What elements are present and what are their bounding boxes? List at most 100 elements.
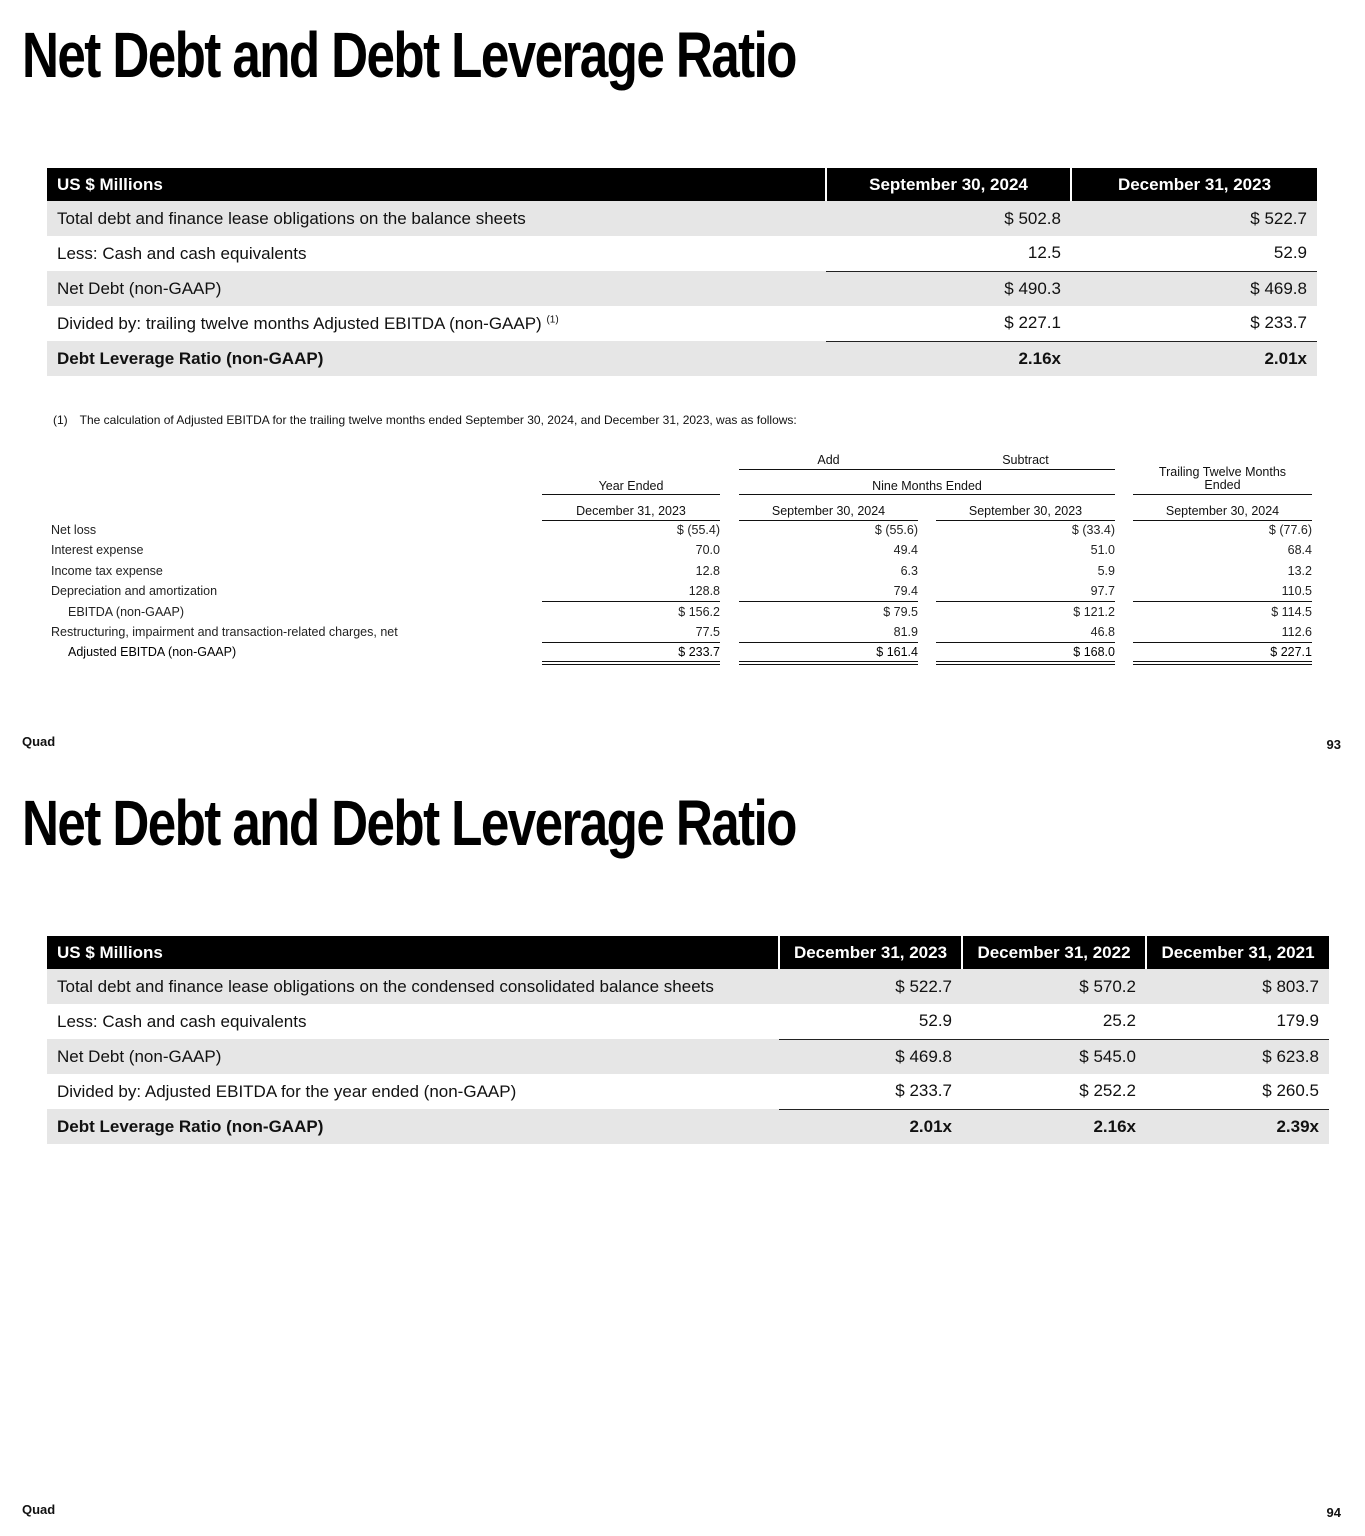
- divider: [1133, 642, 1312, 643]
- row-label: EBITDA (non-GAAP): [68, 604, 185, 619]
- cell-value: $ 260.5: [1262, 1081, 1319, 1101]
- row-label: Less: Cash and cash equivalents: [57, 1011, 307, 1031]
- table-row: Divided by: Adjusted EBITDA for the year…: [47, 1074, 1329, 1109]
- double-underline: [1133, 661, 1312, 665]
- cell-value: 52.9: [1273, 243, 1307, 263]
- cell-value: $ 545.0: [962, 1038, 1146, 1074]
- cell-value: 2.01x: [779, 1108, 962, 1144]
- cell-value: $ 502.8: [826, 201, 1071, 236]
- footnote: (1) The calculation of Adjusted EBITDA fo…: [53, 413, 797, 427]
- cell-value: 25.2: [1102, 1011, 1136, 1031]
- table-row: Less: Cash and cash equivalents 52.9 25.2 1…: [47, 1004, 1329, 1039]
- divider: [739, 469, 1115, 470]
- column-header: December 31, 2023: [779, 936, 963, 969]
- cell-value: 2.16x: [962, 1108, 1146, 1144]
- row-label: Adjusted EBITDA (non-GAAP): [68, 645, 237, 660]
- column-header: US $ Millions: [47, 936, 780, 969]
- column-header: September 30, 2024: [771, 504, 886, 518]
- divider: [542, 494, 720, 495]
- footnote-ref: (1): [546, 313, 559, 325]
- table-row: Debt Leverage Ratio (non-GAAP) 2.01x 2.16x…: [47, 1108, 1329, 1144]
- cell-value: 12.8: [695, 563, 720, 578]
- cell-value: $ 570.2: [962, 969, 1146, 1004]
- net-debt-annual-table: US $ Millions December 31, 2023 December 3…: [47, 936, 1329, 1144]
- cell-value: $ 522.7: [779, 969, 962, 1004]
- divider: [739, 520, 918, 521]
- cell-value: $ 161.4: [876, 645, 918, 660]
- cell-value: $ 469.8: [1071, 270, 1317, 306]
- cell-value: 46.8: [1090, 625, 1115, 639]
- slide-93: Net Debt and Debt Leverage Ratio US $ Mi…: [22, 19, 1341, 752]
- row-label: Net loss: [51, 523, 97, 537]
- divider: [936, 601, 1115, 602]
- slide-94: Net Debt and Debt Leverage Ratio US $ Mi…: [0, 768, 1365, 1536]
- column-header: US $ Millions: [47, 168, 827, 201]
- brand-logo: Quad: [22, 1502, 56, 1517]
- table-row: Net Debt (non-GAAP) $ 469.8 $ 545.0 $ 623.8: [47, 1038, 1329, 1074]
- divider: [1133, 520, 1312, 521]
- ttm-header: Trailing Twelve Months Ended: [1158, 465, 1287, 492]
- cell-value: 2.01x: [1071, 340, 1317, 376]
- cell-value: $ 79.5: [883, 604, 918, 619]
- cell-value: $ 227.1: [1270, 645, 1312, 660]
- cell-value: $ (33.4): [1071, 523, 1115, 537]
- cell-value: 68.4: [1287, 543, 1312, 558]
- cell-value: 77.5: [695, 625, 720, 639]
- net-debt-table: US $ Millions September 30, 2024 December …: [47, 168, 1317, 376]
- row-label: Debt Leverage Ratio (non-GAAP): [47, 1109, 779, 1144]
- divider: [1133, 494, 1312, 495]
- row-label: Income tax expense: [51, 563, 163, 578]
- cell-value: $ 114.5: [1271, 604, 1312, 619]
- column-header: December 31, 2022: [962, 936, 1147, 969]
- cell-value: $ (55.6): [874, 523, 918, 537]
- cell-value: 79.4: [893, 584, 918, 599]
- cell-value: $ 121.2: [1073, 604, 1115, 619]
- cell-value: 51.0: [1090, 543, 1115, 558]
- cell-value: 5.9: [1097, 563, 1115, 578]
- cell-value: $ 252.2: [1079, 1081, 1136, 1101]
- header-row: US $ Millions December 31, 2023 December 3…: [47, 936, 1329, 969]
- row-label: Total debt and finance lease obligations…: [47, 969, 779, 1004]
- column-header: December 31, 2023: [576, 504, 686, 518]
- cell-value: $ (55.4): [676, 523, 720, 537]
- column-header: December 31, 2023: [1071, 168, 1317, 201]
- divider: [936, 520, 1115, 521]
- table-row: Total debt and finance lease obligations…: [47, 201, 1317, 236]
- cell-value: 2.39x: [1146, 1108, 1329, 1144]
- row-label: Restructuring, impairment and transactio…: [51, 625, 398, 639]
- row-label: Net Debt (non-GAAP): [47, 1039, 779, 1074]
- page-title: Net Debt and Debt Leverage Ratio: [22, 787, 797, 859]
- cell-value: 6.3: [900, 563, 918, 578]
- column-header: September 30, 2024: [826, 168, 1072, 201]
- cell-value: $ 168.0: [1073, 645, 1115, 660]
- cell-value: 13.2: [1287, 563, 1312, 578]
- cell-value: 12.5: [1027, 243, 1061, 263]
- table-row: Net Debt (non-GAAP) $ 490.3 $ 469.8: [47, 270, 1317, 306]
- cell-value: $ 227.1: [1004, 313, 1061, 333]
- cell-value: $ 469.8: [779, 1038, 962, 1074]
- cell-value: 128.8: [688, 584, 720, 599]
- divider: [542, 642, 720, 643]
- table-row: Divided by: trailing twelve months Adjus…: [47, 306, 1317, 341]
- cell-value: $ 156.2: [678, 604, 720, 619]
- cell-value: $ 522.7: [1071, 201, 1317, 236]
- cell-value: $ 803.7: [1146, 969, 1329, 1004]
- column-header: September 30, 2023: [968, 504, 1083, 518]
- cell-value: 2.16x: [826, 340, 1071, 376]
- table-row: Total debt and finance lease obligations…: [47, 969, 1329, 1004]
- subtract-header: Subtract: [1002, 453, 1049, 467]
- column-header: September 30, 2024: [1165, 504, 1280, 518]
- row-label: Divided by: trailing twelve months Adjus…: [57, 313, 559, 333]
- row-label: Total debt and finance lease obligations…: [47, 201, 826, 236]
- cell-value: 49.4: [893, 543, 918, 558]
- page-title: Net Debt and Debt Leverage Ratio: [22, 19, 797, 91]
- cell-value: $ 233.7: [1250, 313, 1307, 333]
- divider: [542, 520, 720, 521]
- cell-value: $ 233.7: [895, 1081, 952, 1101]
- cell-value: 179.9: [1276, 1011, 1319, 1031]
- double-underline: [936, 661, 1115, 665]
- cell-value: 70.0: [695, 543, 720, 558]
- year-ended-header: Year Ended: [598, 479, 664, 493]
- cell-value: 97.7: [1090, 584, 1115, 599]
- cell-value: $ 233.7: [678, 645, 720, 660]
